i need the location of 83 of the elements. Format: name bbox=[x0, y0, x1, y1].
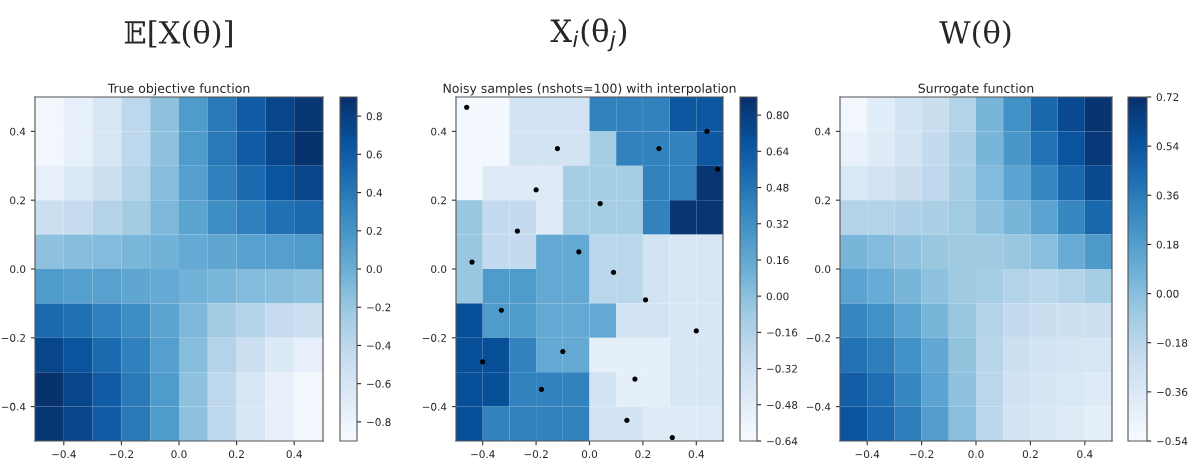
point bbox=[610, 269, 617, 276]
point bbox=[624, 417, 630, 423]
point bbox=[693, 328, 699, 334]
color-bar-label: 0.64 bbox=[766, 147, 789, 156]
chart-subtitle: Noisy samples (nshots=100) with interpolation bbox=[443, 83, 736, 96]
x-tick-label: 0.0 bbox=[968, 450, 984, 459]
color-bar-label: 0.72 bbox=[1156, 93, 1179, 102]
y-tick-label: 0.2 bbox=[10, 196, 25, 205]
y-tick-label: −0.4 bbox=[422, 402, 447, 411]
y-tick-label: −0.2 bbox=[806, 334, 830, 342]
point bbox=[632, 376, 638, 382]
point bbox=[669, 434, 675, 441]
chart-title: W(θ) bbox=[939, 19, 1011, 49]
color-bar-label: −0.4 bbox=[367, 341, 391, 350]
point bbox=[576, 249, 582, 255]
chart-title: X$_{i}$(θ$_{j}$) bbox=[550, 18, 627, 52]
point bbox=[642, 297, 649, 303]
color-bar-label: 0.80 bbox=[766, 111, 789, 120]
point bbox=[704, 128, 710, 134]
point bbox=[514, 228, 521, 234]
point bbox=[498, 307, 504, 313]
color-bar-label: −0.16 bbox=[767, 328, 798, 337]
color-bar-label: −0.18 bbox=[1157, 338, 1188, 347]
point bbox=[554, 146, 561, 152]
x-tick-label: −0.2 bbox=[524, 450, 548, 459]
color-bar-label: 0.8 bbox=[366, 112, 382, 121]
x-tick-label: 0.2 bbox=[229, 450, 244, 459]
x-tick-label: 0.0 bbox=[581, 450, 598, 459]
x-tick-label: 0.4 bbox=[286, 450, 302, 459]
color-bar-label: 0.36 bbox=[1156, 191, 1179, 200]
chart-subtitle: True objective function bbox=[107, 83, 250, 96]
color-bar-label: 0.54 bbox=[1156, 142, 1179, 151]
x-tick-label: −0.2 bbox=[109, 450, 133, 459]
color-bar-label: −0.6 bbox=[367, 379, 391, 388]
color-bar-label: 0.00 bbox=[1156, 289, 1179, 298]
y-tick-label: 0.4 bbox=[815, 127, 831, 136]
color-bar-label: 0.6 bbox=[366, 150, 382, 159]
point bbox=[533, 187, 539, 193]
x-tick-label: −0.4 bbox=[52, 450, 76, 459]
color-bar-label: 0.48 bbox=[766, 183, 789, 192]
color-bar-label: 0.18 bbox=[1156, 240, 1179, 249]
x-tick-label: −0.4 bbox=[471, 450, 495, 459]
point bbox=[656, 146, 662, 152]
point bbox=[469, 259, 475, 265]
x-tick-label: 0.4 bbox=[688, 450, 704, 459]
color-bar-label: −0.8 bbox=[367, 418, 391, 426]
color-bar-label: −0.64 bbox=[767, 437, 798, 446]
color-bar-label: 0.2 bbox=[366, 227, 382, 235]
chart-subtitle: Surrogate function bbox=[918, 83, 1034, 96]
y-tick-label: −0.2 bbox=[422, 334, 446, 342]
color-bar-label: −0.32 bbox=[767, 364, 797, 373]
color-bar-label: −0.48 bbox=[767, 401, 798, 409]
y-tick-label: −0.4 bbox=[1, 402, 26, 411]
point bbox=[480, 359, 486, 365]
y-tick-label: 0.0 bbox=[815, 265, 831, 274]
y-tick-label: 0.0 bbox=[431, 265, 447, 274]
color-bar-label: −0.36 bbox=[1157, 388, 1188, 396]
point bbox=[560, 348, 566, 355]
y-tick-label: −0.4 bbox=[806, 402, 831, 411]
point bbox=[464, 104, 470, 110]
x-tick-label: 0.0 bbox=[171, 450, 187, 459]
y-tick-label: 0.4 bbox=[10, 127, 26, 136]
x-tick-label: 0.4 bbox=[1077, 450, 1093, 459]
y-tick-label: 0.0 bbox=[10, 265, 26, 274]
point bbox=[538, 386, 545, 392]
y-tick-label: −0.2 bbox=[1, 334, 25, 342]
color-bar-label: 0.4 bbox=[366, 188, 383, 197]
color-bar-label: 0.00 bbox=[766, 292, 789, 301]
point bbox=[597, 201, 603, 207]
chart-title: 𝔼[X(θ)] bbox=[124, 19, 232, 49]
color-bar-label: −0.54 bbox=[1157, 437, 1188, 446]
x-tick-label: 0.2 bbox=[1022, 450, 1038, 459]
x-tick-label: 0.2 bbox=[635, 450, 651, 459]
x-tick-label: −0.4 bbox=[855, 450, 880, 459]
color-bar-label: 0.32 bbox=[766, 219, 789, 228]
y-tick-label: 0.2 bbox=[431, 196, 446, 205]
color-bar-label: −0.2 bbox=[367, 303, 391, 312]
color-bar-label: 0.0 bbox=[366, 265, 382, 274]
x-tick-label: −0.2 bbox=[910, 450, 934, 459]
point bbox=[715, 166, 721, 172]
y-tick-label: 0.2 bbox=[815, 196, 830, 205]
color-bar-label: 0.16 bbox=[766, 256, 789, 265]
y-tick-label: 0.4 bbox=[431, 127, 447, 136]
